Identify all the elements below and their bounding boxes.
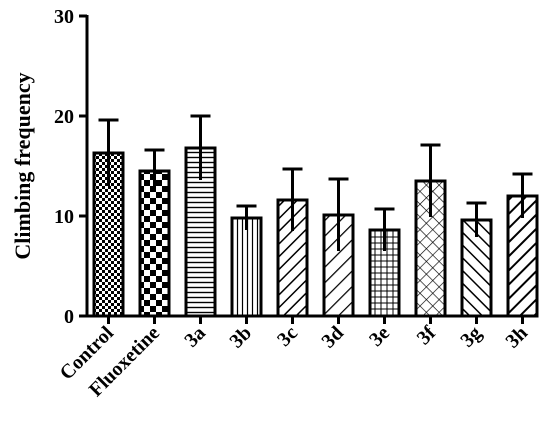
bar-3b — [230, 216, 263, 318]
y-tick-label: 30 — [54, 6, 74, 28]
error-bar-3e — [374, 207, 395, 251]
error-bar-3b — [236, 204, 257, 230]
error-bar-3h — [512, 172, 533, 218]
x-tick-label-3g: 3g — [456, 322, 486, 352]
x-tick-label-3a: 3a — [180, 322, 210, 352]
x-tick-label-3h: 3h — [502, 322, 532, 352]
bars-group — [92, 146, 539, 318]
y-axis-ticks: 0 10 20 30 — [54, 6, 87, 328]
x-tick-label-3b: 3b — [226, 322, 256, 352]
error-bar-control — [98, 118, 119, 186]
bar-fluoxetine — [138, 169, 171, 318]
y-axis-label: Climbing frequency — [10, 72, 35, 259]
error-bar-3d — [328, 177, 349, 251]
error-bar-3a — [190, 114, 211, 180]
x-tick-label-3c: 3c — [273, 322, 302, 351]
x-tick-label-3f: 3f — [413, 322, 441, 350]
error-bar-3f — [420, 143, 441, 217]
x-tick-label-3e: 3e — [365, 322, 394, 351]
error-bar-3g — [466, 201, 487, 237]
bar-3d — [322, 213, 355, 318]
error-bars-group — [98, 114, 533, 251]
error-bar-fluoxetine — [144, 148, 165, 192]
error-bar-3c — [282, 167, 303, 231]
y-tick-label: 0 — [64, 306, 74, 328]
x-tick-label-3d: 3d — [318, 322, 348, 352]
y-tick-label: 10 — [54, 206, 74, 228]
y-tick-label: 20 — [54, 106, 74, 128]
